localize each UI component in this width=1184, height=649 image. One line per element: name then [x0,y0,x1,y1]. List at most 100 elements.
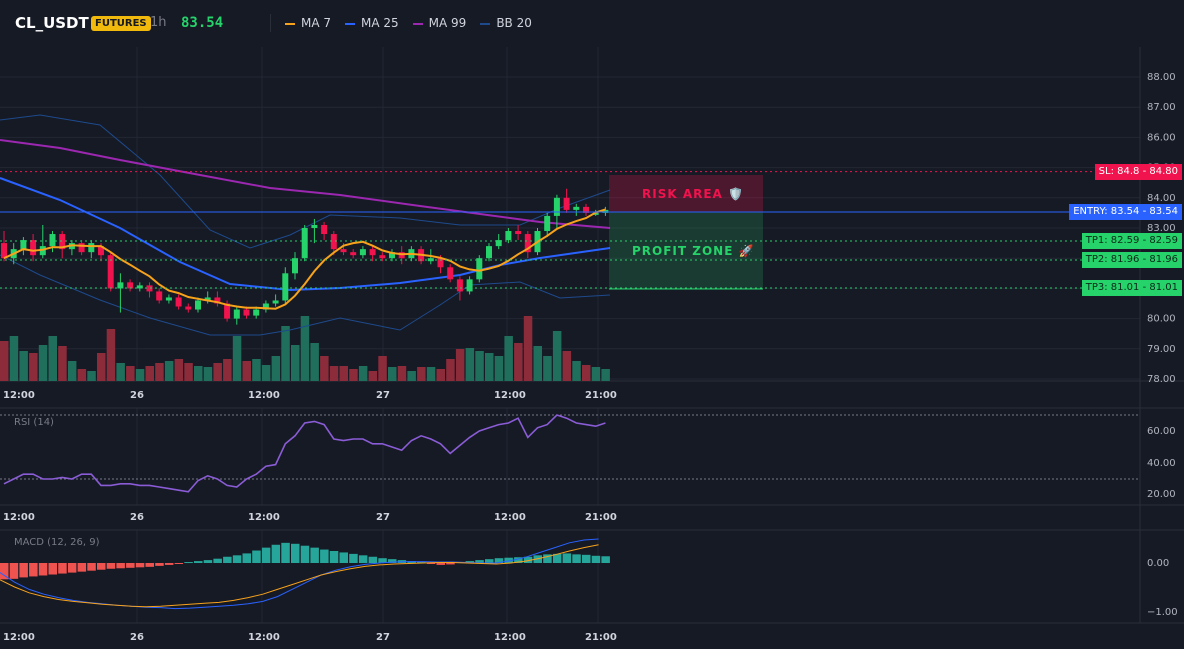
macd-histogram-bar [349,553,358,563]
candle-body [117,282,124,289]
macd-histogram-bar [523,556,533,563]
candle-body [214,297,221,304]
volume-bar [533,346,542,381]
candle-body [165,297,172,301]
legend-swatch-icon [480,22,491,25]
macd-signal-line [0,544,599,608]
volume-bar [194,366,203,381]
rsi-line [3,414,606,493]
risk-area-box [609,175,763,212]
level-name: ENTRY: 83.54 [1073,206,1140,217]
macd-histogram-bar [300,545,310,563]
volume-bar [174,359,184,381]
level-price: - 82.59 [1139,235,1178,246]
level-tag-tp3[interactable]: TP3: 81.01 - 81.01 [1081,280,1182,296]
candle-body [505,231,512,241]
candle-body [98,246,104,256]
level-name: SL: 84.8 [1098,165,1140,177]
macd-histogram-bar [194,561,203,563]
macd-histogram-bar [552,553,562,563]
risk-area-label: RISK AREA 🛡️ [642,187,744,201]
symbol-name[interactable]: CL_USDT [15,14,89,32]
macd-histogram-bar [388,559,397,563]
time-axis-label: 21:00 [585,632,617,643]
level-tag-tp2[interactable]: TP2: 81.96 - 81.96 [1081,252,1182,268]
candle-body [224,303,231,319]
macd-title: MACD (12, 26, 9) [14,537,100,548]
macd-histogram-bar [155,563,164,566]
macd-histogram-bar [58,563,67,574]
candle-body [107,255,114,289]
candle-body [136,285,143,289]
macd-tick-label: −1.00 [1147,607,1178,618]
rsi-tick-label: 20.00 [1147,489,1176,500]
volume-bar [184,363,193,381]
macd-histogram-bar [19,563,28,578]
last-price: 83.54 [181,15,224,31]
bollinger-upper-band [0,114,611,249]
macd-histogram-bar [465,561,475,563]
macd-histogram-bar [475,560,484,563]
macd-histogram-bar [368,556,378,563]
bollinger-lower-band [0,254,611,336]
volume-bar [368,371,378,381]
volume-bar [378,356,387,381]
macd-histogram-bar [271,544,281,563]
time-axis-label: 27 [376,632,390,643]
macd-histogram-bar [232,555,242,563]
legend-label: MA 99 [428,16,467,30]
volume-bar [504,336,513,381]
volume-bar [242,361,251,381]
candle-body [233,309,240,319]
time-axis-label: 12:00 [248,632,280,643]
legend-label: MA 7 [301,16,332,30]
volume-bar [446,359,455,381]
legend-item-ma-25[interactable]: MA 25 [345,16,399,30]
price-tick-label: 83.00 [1147,223,1176,234]
candle-body [486,246,492,259]
candle-body [330,234,337,250]
macd-histogram-bar [446,563,455,565]
level-price: - 81.96 [1139,254,1178,265]
volume-bar [164,361,174,381]
volume-bar [58,346,67,381]
volume-bar [494,356,504,381]
macd-histogram-bar [339,552,348,563]
volume-bar [349,369,358,381]
level-tag-sl[interactable]: SL: 84.8 - 84.80 [1094,163,1182,180]
volume-bar [232,336,242,381]
macd-histogram-bar [436,563,445,565]
macd-histogram-bar [77,563,87,572]
volume-bar [126,366,135,381]
time-axis-label: 12:00 [3,512,35,523]
volume-bar [436,369,445,381]
macd-histogram-bar [48,563,57,575]
volume-bar [475,351,484,381]
interval-label[interactable]: 1h [150,15,167,30]
macd-histogram-bar [97,563,106,570]
price-tick-label: 78.00 [1147,374,1176,385]
level-tag-tp1[interactable]: TP1: 82.59 - 82.59 [1081,233,1182,249]
volume-bar [203,367,213,381]
level-tag-entry[interactable]: ENTRY: 83.54 - 83.54 [1069,204,1182,220]
ma99-line [0,139,611,229]
volume-bar [0,341,9,381]
volume-bar [465,348,475,381]
level-name: TP2: 81.96 [1085,254,1140,265]
time-axis-label: 26 [130,632,144,643]
macd-histogram-bar [203,560,213,563]
volume-bar [213,363,222,381]
rsi-title: RSI (14) [14,417,54,428]
legend-item-ma-7[interactable]: MA 7 [285,16,331,30]
legend-item-ma-99[interactable]: MA 99 [412,16,467,30]
volume-bar [77,369,87,381]
volume-bar [543,356,552,381]
macd-histogram-bar [514,557,523,563]
price-tick-label: 80.00 [1147,314,1176,325]
macd-histogram-bar [310,547,319,563]
volume-bar [388,367,397,381]
macd-histogram-bar [485,559,494,563]
legend-item-bb-20[interactable]: BB 20 [480,16,532,30]
chart-header: CL_USDT FUTURES 1h 83.54 MA 7 MA 25 MA 99 B… [0,0,1184,46]
